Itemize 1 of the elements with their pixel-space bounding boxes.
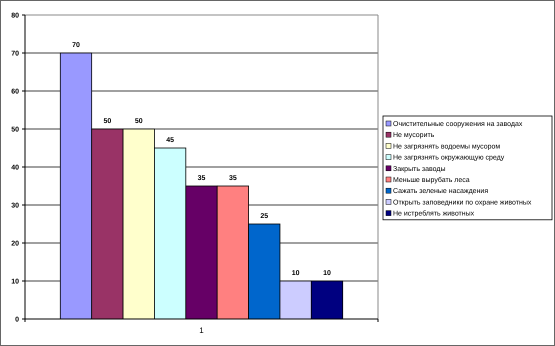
x-tick-label: 1 xyxy=(199,326,204,335)
